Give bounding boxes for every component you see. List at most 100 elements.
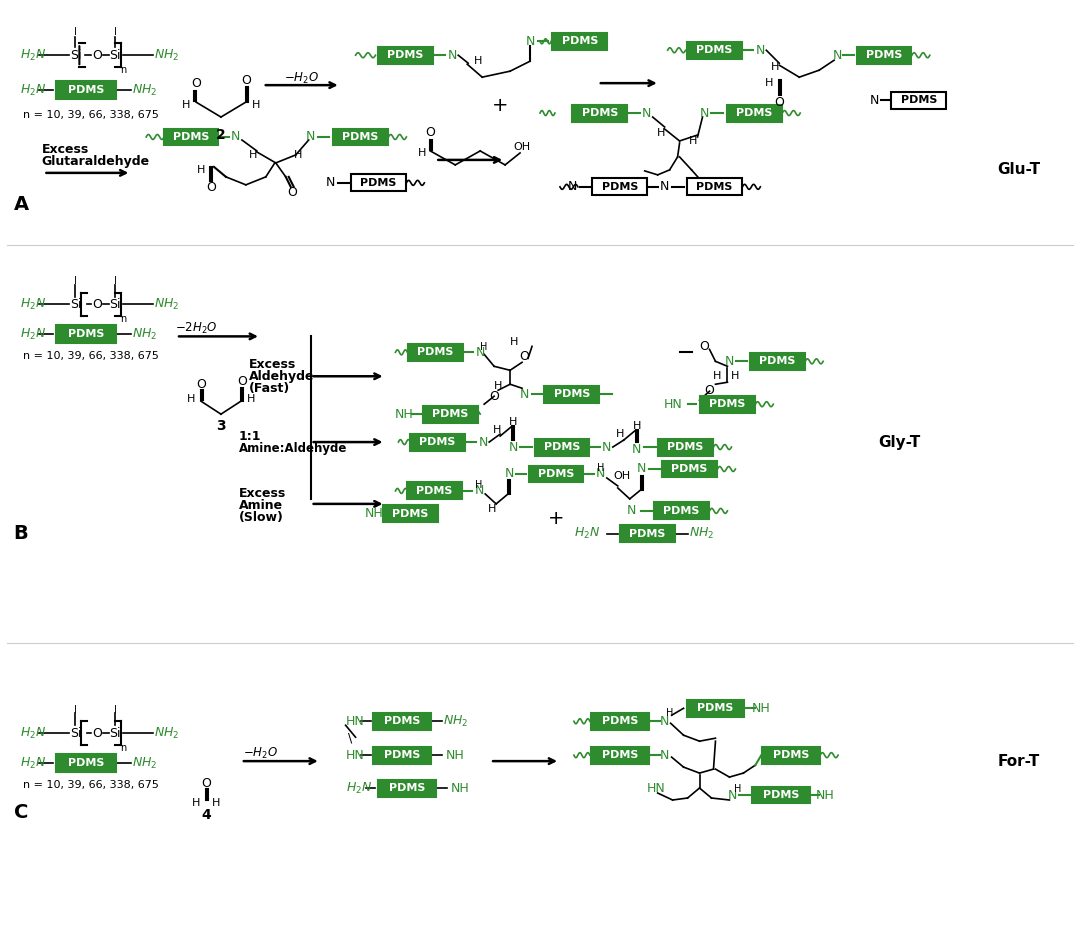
Text: PDMS: PDMS — [419, 437, 456, 447]
Text: N: N — [627, 504, 636, 517]
Text: $H_2N$: $H_2N$ — [19, 48, 45, 63]
Text: C: C — [14, 803, 28, 823]
Text: PDMS: PDMS — [554, 389, 590, 399]
Text: PDMS: PDMS — [416, 486, 453, 496]
Text: O: O — [287, 186, 297, 199]
Text: PDMS: PDMS — [663, 506, 700, 516]
Text: Si: Si — [69, 727, 81, 740]
Text: O: O — [489, 389, 499, 403]
FancyBboxPatch shape — [591, 713, 649, 729]
Text: 1:1: 1:1 — [239, 430, 261, 443]
Text: Glutaraldehyde: Glutaraldehyde — [41, 155, 150, 168]
Text: O: O — [93, 49, 103, 62]
Text: H: H — [666, 708, 673, 718]
Text: O: O — [519, 350, 529, 362]
Text: NH: NH — [815, 788, 835, 801]
Text: $NH_2$: $NH_2$ — [154, 297, 179, 312]
Text: H: H — [494, 381, 502, 391]
Text: I: I — [113, 276, 117, 286]
Text: H: H — [510, 337, 518, 347]
Text: PDMS: PDMS — [759, 356, 796, 366]
Text: H: H — [733, 784, 741, 794]
Text: N: N — [231, 131, 241, 144]
Text: Excess: Excess — [239, 488, 286, 501]
Text: Aldehyde: Aldehyde — [248, 370, 314, 383]
FancyBboxPatch shape — [378, 780, 436, 797]
Text: H: H — [657, 128, 665, 138]
Text: I: I — [73, 276, 77, 286]
FancyBboxPatch shape — [753, 786, 810, 803]
Text: PDMS: PDMS — [602, 750, 638, 760]
Text: NH: NH — [446, 749, 464, 761]
FancyBboxPatch shape — [662, 460, 717, 477]
Text: H: H — [212, 798, 220, 808]
FancyBboxPatch shape — [891, 92, 946, 108]
Text: $NH_2$: $NH_2$ — [689, 526, 714, 542]
Text: N: N — [700, 106, 710, 120]
Text: H: H — [771, 63, 780, 72]
Text: 4: 4 — [201, 808, 211, 822]
Text: $-H_2O$: $-H_2O$ — [243, 745, 279, 760]
Text: N: N — [525, 35, 535, 48]
Text: Excess: Excess — [41, 144, 89, 157]
Text: O: O — [197, 377, 206, 390]
Text: $-2H_2O$: $-2H_2O$ — [175, 321, 217, 336]
Text: Si: Si — [69, 298, 81, 311]
Text: H: H — [294, 150, 302, 160]
Text: PDMS: PDMS — [697, 45, 732, 55]
FancyBboxPatch shape — [378, 47, 433, 64]
FancyBboxPatch shape — [374, 713, 431, 729]
Text: N: N — [660, 180, 670, 193]
Text: N: N — [637, 462, 647, 475]
Text: $H_2N$: $H_2N$ — [346, 781, 372, 796]
Text: N: N — [504, 468, 514, 480]
Text: PDMS: PDMS — [582, 108, 618, 118]
Text: PDMS: PDMS — [698, 703, 733, 714]
Text: $H_2N$: $H_2N$ — [19, 297, 45, 312]
Text: N: N — [568, 180, 578, 193]
FancyBboxPatch shape — [535, 439, 590, 456]
Text: H: H — [597, 463, 605, 473]
FancyBboxPatch shape — [410, 433, 464, 450]
Text: O: O — [93, 298, 103, 311]
Text: $NH_2$: $NH_2$ — [154, 48, 179, 63]
Text: n: n — [120, 315, 126, 324]
Text: O: O — [700, 340, 710, 353]
Text: Si: Si — [109, 49, 121, 62]
Text: PDMS: PDMS — [432, 409, 469, 419]
Text: O: O — [241, 74, 251, 87]
Text: N: N — [603, 441, 611, 454]
Text: PDMS: PDMS — [773, 750, 809, 760]
Text: HN: HN — [646, 782, 665, 795]
Text: I: I — [113, 705, 117, 715]
Text: N: N — [326, 177, 335, 190]
Text: PDMS: PDMS — [866, 50, 902, 60]
Text: N: N — [660, 715, 670, 728]
Text: PDMS: PDMS — [672, 464, 707, 474]
Text: H: H — [418, 148, 427, 158]
Text: H: H — [616, 429, 624, 439]
Text: PDMS: PDMS — [384, 716, 420, 727]
Text: H: H — [252, 100, 260, 110]
Text: N: N — [642, 106, 651, 120]
Text: H: H — [192, 798, 200, 808]
Text: $NH_2$: $NH_2$ — [133, 327, 158, 342]
Text: PDMS: PDMS — [68, 758, 105, 768]
Text: Glu-T: Glu-T — [997, 163, 1040, 177]
Text: B: B — [14, 524, 28, 544]
Text: Amine: Amine — [239, 500, 283, 513]
FancyBboxPatch shape — [553, 33, 607, 50]
Text: N: N — [725, 355, 734, 368]
Text: N: N — [632, 443, 642, 456]
Text: HN: HN — [346, 715, 364, 728]
Text: O: O — [191, 77, 201, 90]
Text: HN: HN — [664, 398, 683, 411]
Text: NH: NH — [365, 507, 383, 520]
FancyBboxPatch shape — [164, 129, 218, 146]
Text: PDMS: PDMS — [173, 132, 210, 142]
FancyBboxPatch shape — [56, 325, 117, 344]
Text: PDMS: PDMS — [361, 177, 396, 188]
Text: H: H — [492, 425, 501, 435]
Text: H: H — [689, 136, 698, 146]
FancyBboxPatch shape — [383, 505, 437, 522]
